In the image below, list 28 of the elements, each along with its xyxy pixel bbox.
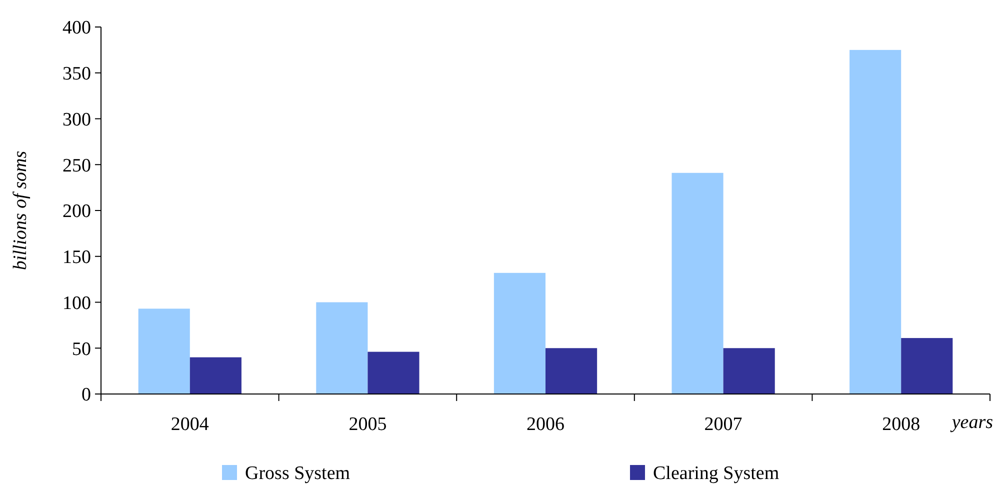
y-tick-label: 300 [62, 109, 91, 130]
y-axis-title: billions of soms [10, 150, 31, 270]
y-tick-label: 150 [62, 247, 91, 268]
y-tick-label: 350 [62, 64, 91, 85]
bar [901, 338, 953, 394]
bar [723, 348, 775, 394]
bar [368, 352, 420, 394]
bar [316, 302, 368, 394]
y-tick-label: 100 [62, 292, 91, 314]
bar [850, 50, 902, 394]
y-tick-label: 200 [62, 201, 91, 222]
legend-label: Gross System [245, 463, 350, 484]
bar [190, 357, 242, 394]
x-tick-label: 2007 [704, 414, 742, 435]
x-axis-title: years [950, 412, 993, 433]
bar [672, 172, 724, 394]
bar [546, 348, 598, 394]
y-tick-label: 250 [62, 155, 91, 176]
bar [138, 308, 190, 394]
y-tick-label: 400 [62, 18, 91, 39]
x-tick-label: 2008 [882, 414, 920, 435]
x-tick-label: 2005 [348, 414, 387, 435]
x-tick-label: 2004 [170, 414, 210, 435]
y-tick-label: 0 [82, 384, 91, 406]
y-tick-label: 50 [72, 338, 91, 360]
legend-label: Clearing System [653, 463, 780, 484]
bar [494, 272, 546, 394]
x-tick-label: 2006 [526, 414, 564, 435]
